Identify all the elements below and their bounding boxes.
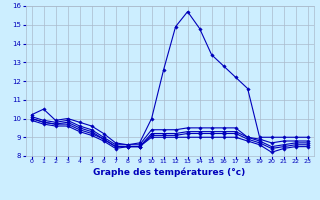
X-axis label: Graphe des températures (°c): Graphe des températures (°c) — [93, 167, 246, 177]
